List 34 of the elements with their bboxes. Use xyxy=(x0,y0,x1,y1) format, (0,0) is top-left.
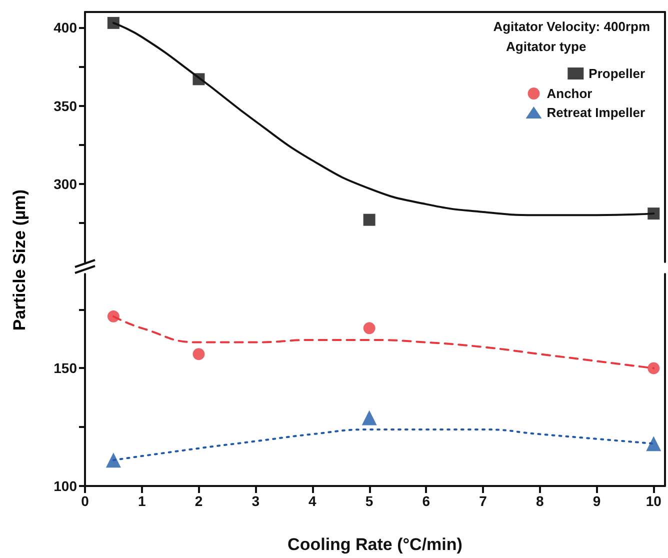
point xyxy=(362,410,377,426)
x-tick-label: 5 xyxy=(365,493,374,509)
x-axis-title: Cooling Rate (°C/min) xyxy=(288,535,462,554)
legend-title: Agitator type xyxy=(506,39,586,54)
x-tick-label: 1 xyxy=(138,493,146,509)
y-tick-label: 300 xyxy=(54,176,78,192)
x-tick-label: 3 xyxy=(252,493,260,509)
y-tick-label: 100 xyxy=(54,478,78,494)
y-tick-label: 400 xyxy=(54,20,78,36)
point xyxy=(363,214,376,226)
x-tick-label: 4 xyxy=(308,493,317,509)
point xyxy=(648,362,660,374)
annotation: Agitator Velocity: 400rpm xyxy=(493,19,650,34)
point xyxy=(107,16,120,29)
point xyxy=(363,322,376,334)
x-tick-label: 2 xyxy=(194,493,203,509)
x-tick-label: 7 xyxy=(479,493,488,509)
x-tick-label: 0 xyxy=(81,493,90,509)
point xyxy=(646,436,662,452)
x-tick-label: 9 xyxy=(592,493,601,509)
point xyxy=(106,452,121,468)
x-tick-label: 10 xyxy=(646,493,662,509)
legend-label: Anchor xyxy=(546,86,592,101)
point xyxy=(648,208,660,220)
legend-label: Retreat Impeller xyxy=(546,105,646,120)
y-tick-label: 350 xyxy=(54,98,78,114)
point xyxy=(192,73,205,86)
point xyxy=(107,310,120,322)
x-tick-label: 6 xyxy=(422,493,430,509)
point xyxy=(192,348,205,360)
y-axis-title: Particle Size (µm) xyxy=(10,188,30,333)
legend-label: Propeller xyxy=(588,66,646,81)
y-tick-label: 150 xyxy=(54,360,78,376)
x-tick-label: 8 xyxy=(536,493,544,509)
